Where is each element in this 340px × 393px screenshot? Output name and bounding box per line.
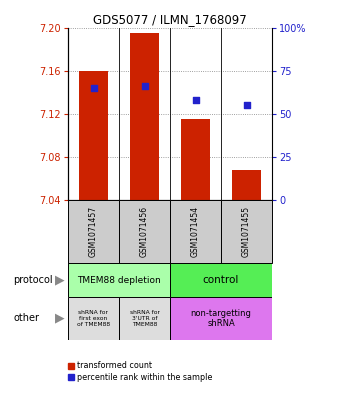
Title: GDS5077 / ILMN_1768097: GDS5077 / ILMN_1768097	[93, 13, 247, 26]
Bar	[131, 33, 158, 200]
Bar	[80, 71, 107, 200]
Bar	[68, 263, 170, 297]
Text: ▶: ▶	[55, 274, 64, 286]
Point	[193, 97, 198, 103]
Bar	[68, 297, 119, 340]
Bar	[170, 297, 272, 340]
Bar	[119, 297, 170, 340]
Text: GSM1071455: GSM1071455	[242, 206, 251, 257]
Text: other: other	[14, 313, 39, 323]
Bar	[119, 200, 170, 263]
Bar	[68, 200, 119, 263]
Bar	[170, 263, 272, 297]
Text: shRNA for
first exon
of TMEM88: shRNA for first exon of TMEM88	[77, 310, 110, 327]
Text: control: control	[203, 275, 239, 285]
Text: protocol: protocol	[14, 275, 53, 285]
Text: GSM1071457: GSM1071457	[89, 206, 98, 257]
Legend: transformed count, percentile rank within the sample: transformed count, percentile rank withi…	[65, 358, 216, 385]
Text: non-targetting
shRNA: non-targetting shRNA	[190, 309, 252, 328]
Bar	[233, 170, 260, 200]
Text: GSM1071454: GSM1071454	[191, 206, 200, 257]
Bar	[170, 200, 221, 263]
Point	[142, 83, 147, 90]
Point	[244, 102, 249, 108]
Bar	[221, 200, 272, 263]
Point	[91, 85, 96, 91]
Text: TMEM88 depletion: TMEM88 depletion	[77, 275, 161, 285]
Text: GSM1071456: GSM1071456	[140, 206, 149, 257]
Text: ▶: ▶	[55, 312, 64, 325]
Bar	[182, 119, 209, 200]
Text: shRNA for
3'UTR of
TMEM88: shRNA for 3'UTR of TMEM88	[130, 310, 159, 327]
